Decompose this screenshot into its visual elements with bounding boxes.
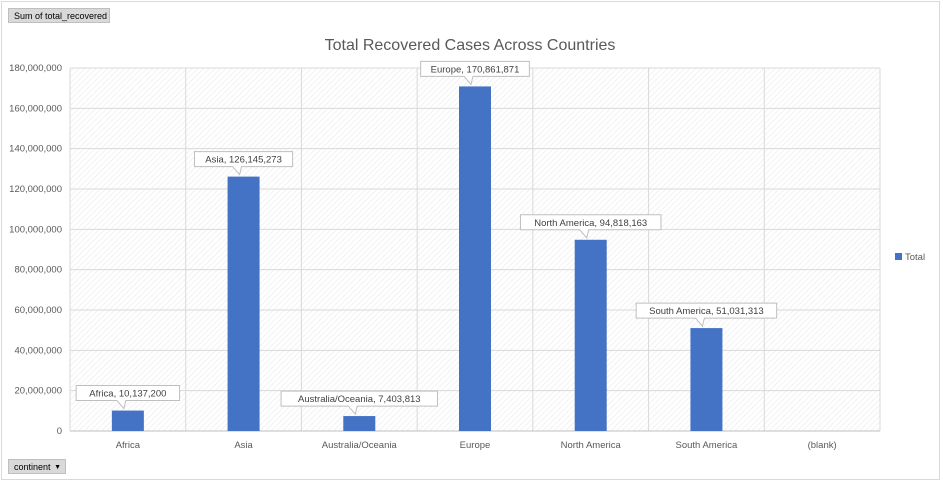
x-tick-label: Europe: [460, 440, 491, 451]
y-tick-label: 60,000,000: [14, 305, 62, 316]
axis-field-button[interactable]: continent ▼: [8, 459, 66, 474]
y-tick-label: 140,000,000: [9, 144, 62, 155]
svg-text:North America, 94,818,163: North America, 94,818,163: [534, 218, 647, 229]
data-label: Africa, 10,137,200: [75, 385, 181, 410]
svg-text:Africa, 10,137,200: Africa, 10,137,200: [89, 389, 166, 400]
x-tick-label: South America: [676, 440, 738, 451]
y-tick-label: 80,000,000: [14, 265, 62, 276]
svg-text:Australia/Oceania, 7,403,813: Australia/Oceania, 7,403,813: [298, 394, 421, 405]
data-label: South America, 51,031,313: [635, 302, 778, 328]
y-tick-label: 0: [57, 426, 62, 437]
y-tick-label: 100,000,000: [9, 224, 62, 235]
bars: [111, 86, 723, 431]
value-field-button[interactable]: Sum of total_recovered: [8, 8, 110, 23]
y-tick-label: 120,000,000: [9, 184, 62, 195]
axis-field-label: continent: [14, 462, 51, 472]
dropdown-arrow-icon: ▼: [54, 464, 61, 471]
bar[interactable]: [574, 239, 607, 431]
bar[interactable]: [459, 86, 491, 431]
y-tick-label: 20,000,000: [14, 386, 62, 397]
svg-text:Europe, 170,861,871: Europe, 170,861,871: [431, 64, 520, 75]
x-tick-label: Africa: [116, 440, 141, 451]
x-tick-label: Australia/Oceania: [322, 440, 398, 451]
bar[interactable]: [111, 410, 144, 431]
legend-swatch-total: [895, 253, 902, 260]
legend: Total: [895, 252, 925, 263]
data-label: Australia/Oceania, 7,403,813: [280, 390, 438, 416]
y-tick-label: 160,000,000: [9, 103, 62, 114]
x-axis: Africa Asia Australia/Oceania Europe North A…: [116, 440, 837, 451]
y-axis: 0 20,000,000 40,000,000 60,000,000 80,000,00…: [9, 63, 62, 437]
bar[interactable]: [227, 176, 260, 431]
data-labels: Africa, 10,137,200 Asia, 126,145,273 Austr…: [75, 60, 778, 416]
data-label: Europe, 170,861,871: [420, 60, 530, 86]
y-tick-label: 40,000,000: [14, 345, 62, 356]
data-label: Asia, 126,145,273: [194, 151, 294, 176]
svg-text:Asia, 126,145,273: Asia, 126,145,273: [205, 155, 282, 166]
svg-text:South America, 51,031,313: South America, 51,031,313: [649, 306, 764, 317]
x-tick-label: Asia: [234, 440, 253, 451]
x-tick-label: (blank): [808, 440, 837, 451]
y-tick-label: 180,000,000: [9, 63, 62, 74]
legend-label-total: Total: [905, 252, 925, 263]
data-label: North America, 94,818,163: [519, 214, 662, 239]
bar[interactable]: [343, 416, 376, 431]
bar[interactable]: [690, 328, 723, 431]
x-tick-label: North America: [561, 440, 622, 451]
chart-title: Total Recovered Cases Across Countries: [325, 37, 616, 54]
